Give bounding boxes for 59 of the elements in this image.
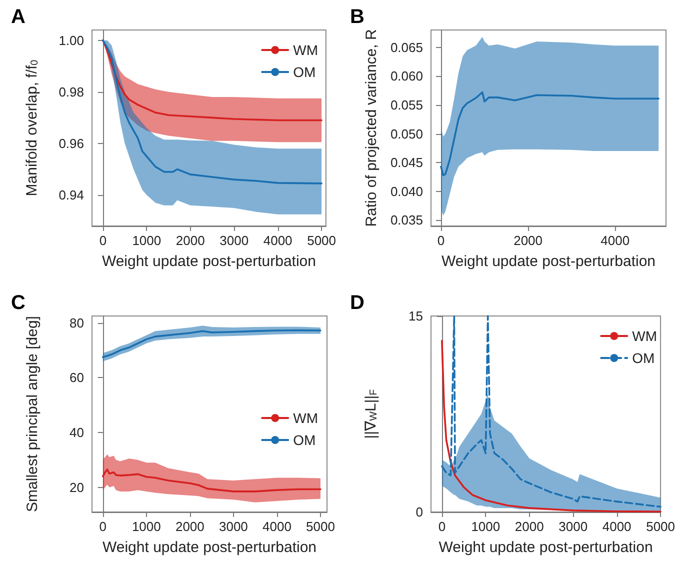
legend-label: WM bbox=[632, 328, 658, 344]
x-tick-label: 5000 bbox=[306, 519, 335, 534]
x-tick-label: 5000 bbox=[307, 233, 336, 248]
x-tick-label: 4000 bbox=[263, 233, 292, 248]
x-tick-label: 2000 bbox=[514, 233, 543, 248]
y-tick-label: 0.050 bbox=[390, 126, 423, 142]
y-tick-label: 0.055 bbox=[390, 97, 423, 112]
x-tick-label: 4000 bbox=[600, 233, 630, 248]
x-tick-label: 3000 bbox=[218, 519, 248, 534]
x-tick-label: 3000 bbox=[220, 233, 249, 248]
x-tick-label: 1000 bbox=[471, 519, 500, 534]
y-tick-label: 0.96 bbox=[58, 136, 84, 151]
x-tick-label: 1000 bbox=[132, 233, 162, 248]
x-tick-label: 0 bbox=[437, 233, 445, 248]
y-tick-label: 40 bbox=[70, 425, 84, 440]
chart-title: A bbox=[11, 6, 26, 28]
y-tick-label: 0.035 bbox=[390, 212, 423, 228]
x-tick-label: 3000 bbox=[558, 519, 588, 534]
chart-title: B bbox=[350, 6, 364, 28]
x-tick-label: 1000 bbox=[132, 519, 161, 534]
y-tick-label: 0 bbox=[416, 504, 423, 520]
x-tick-label: 0 bbox=[99, 519, 106, 534]
y-axis-title: Ratio of projected variance, R bbox=[363, 29, 380, 227]
x-tick-label: 0 bbox=[438, 519, 446, 534]
legend-label: OM bbox=[293, 432, 316, 448]
legend-label: OM bbox=[293, 64, 316, 80]
y-axis-title: ||∇WL||F bbox=[362, 389, 380, 439]
x-tick-label: 0 bbox=[99, 233, 107, 248]
y-tick-label: 1.00 bbox=[58, 32, 84, 48]
y-tick-label: 0.94 bbox=[58, 188, 84, 203]
x-axis-title: Weight update post-perturbation bbox=[441, 253, 656, 270]
x-axis-title: Weight update post-perturbation bbox=[438, 539, 653, 556]
x-tick-label: 2000 bbox=[514, 519, 544, 534]
x-axis-title: Weight update post-perturbation bbox=[102, 253, 316, 270]
x-tick-label: 4000 bbox=[262, 519, 292, 534]
y-tick-label: 0.040 bbox=[390, 184, 423, 199]
x-tick-label: 4000 bbox=[602, 519, 632, 534]
x-tick-label: 2000 bbox=[175, 519, 204, 534]
x-axis-title: Weight update post-perturbation bbox=[102, 539, 317, 556]
y-axis-title: Smallest principal angle [deg] bbox=[24, 316, 41, 512]
x-tick-label: 2000 bbox=[176, 233, 205, 248]
y-tick-label: 80 bbox=[70, 315, 84, 330]
y-tick-label: 20 bbox=[70, 480, 84, 495]
y-tick-label: 0.060 bbox=[390, 68, 423, 84]
legend-label: WM bbox=[293, 410, 318, 426]
legend-label: OM bbox=[632, 350, 655, 366]
y-tick-label: 15 bbox=[408, 308, 423, 324]
line-series bbox=[102, 468, 322, 492]
x-tick-label: 5000 bbox=[646, 519, 675, 534]
chart-title: D bbox=[350, 292, 364, 314]
line-series bbox=[102, 39, 322, 184]
legend-label: WM bbox=[293, 42, 318, 58]
y-axis-title: Manifold overlap, f/f0 bbox=[24, 59, 40, 196]
line-series bbox=[440, 91, 660, 176]
y-tick-label: 60 bbox=[70, 370, 84, 386]
y-tick-label: 0.98 bbox=[58, 84, 84, 100]
chart-title: C bbox=[11, 292, 26, 314]
y-tick-label: 0.065 bbox=[390, 40, 423, 55]
y-tick-label: 0.045 bbox=[390, 155, 423, 170]
